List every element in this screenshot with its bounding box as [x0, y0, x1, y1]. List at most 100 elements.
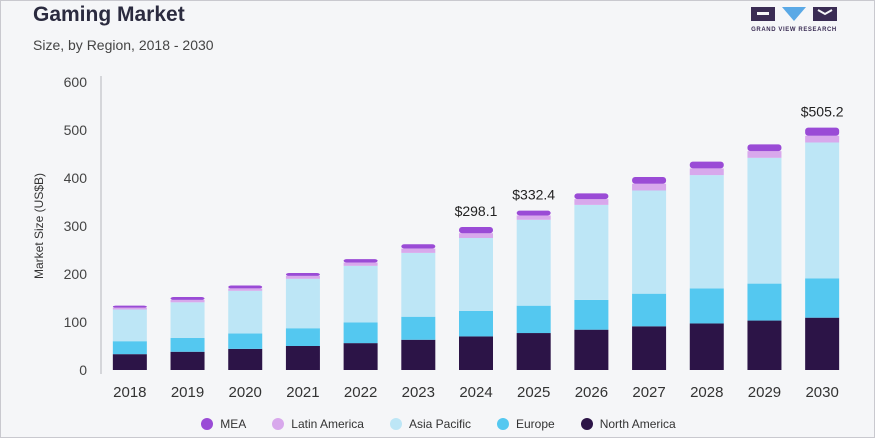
bar-segment-mea	[459, 226, 493, 234]
x-tick-label: 2022	[344, 384, 377, 401]
grand-view-research-logo: GRAND VIEW RESEARCH	[739, 5, 849, 35]
legend-item-europe: Europe	[497, 417, 555, 431]
legend-label: Latin America	[291, 417, 364, 431]
legend-swatch	[272, 418, 285, 430]
bar-segment-latin-america	[343, 262, 378, 266]
bar-segment-mea	[343, 259, 378, 263]
bar-segment-north-america	[401, 339, 436, 370]
x-tick-label: 2025	[517, 384, 550, 401]
y-tick-label: 300	[64, 218, 88, 234]
bar-segment-north-america	[228, 348, 263, 370]
bars	[112, 127, 840, 370]
bar-segment-asia-pacific	[689, 175, 724, 289]
bar-segment-europe	[343, 322, 378, 344]
bar-segment-latin-america	[112, 307, 147, 310]
bar-segment-north-america	[632, 326, 667, 370]
bar-segment-north-america	[574, 329, 609, 370]
bar-segment-mea	[574, 193, 609, 200]
x-tick-label: 2028	[690, 384, 723, 401]
bar-segment-asia-pacific	[112, 309, 147, 342]
y-tick-label: 500	[64, 122, 88, 138]
x-tick-label: 2026	[575, 384, 608, 401]
bar-segment-mea	[228, 285, 263, 289]
legend-swatch	[497, 418, 509, 430]
legend-label: MEA	[220, 417, 247, 431]
bar-segment-asia-pacific	[170, 302, 205, 338]
y-tick-label: 0	[79, 362, 87, 378]
total-annotation: $298.1	[455, 203, 498, 219]
bar-segment-europe	[805, 278, 840, 318]
bar-segment-mea	[747, 144, 782, 152]
bar-segment-asia-pacific	[343, 265, 378, 323]
bar-segment-mea	[516, 210, 551, 216]
bar-segment-latin-america	[228, 288, 263, 291]
x-tick-label: 2024	[459, 384, 492, 401]
bar-segment-north-america	[689, 323, 724, 370]
chart-legend: MEA Latin America Asia Pacific Europe North …	[1, 417, 875, 431]
bar-segment-mea	[285, 273, 320, 276]
bar-segment-europe	[401, 316, 436, 340]
labels: 2018 2019 2020 2021 2022 2023 2024 2025 2026 2027…	[113, 104, 844, 401]
x-tick-label: 2030	[805, 384, 838, 401]
axes: 0 100 200 300 400 500 600 Market Size (US$B)	[32, 74, 102, 378]
logo-text: GRAND VIEW RESEARCH	[751, 27, 837, 33]
legend-item-north-america: North America	[580, 417, 676, 431]
bar-segment-latin-america	[459, 233, 493, 238]
bar-segment-europe	[228, 333, 263, 349]
bar-segment-asia-pacific	[805, 142, 840, 279]
bar-segment-europe	[459, 310, 493, 337]
legend-label: North America	[599, 417, 676, 431]
bar-segment-europe	[112, 341, 147, 355]
y-tick-label: 200	[64, 266, 88, 282]
x-tick-label: 2019	[171, 384, 204, 401]
bar-segment-north-america	[170, 351, 205, 370]
bar-segment-asia-pacific	[574, 204, 609, 300]
x-tick-label: 2020	[229, 384, 262, 401]
bar-segment-latin-america	[747, 151, 782, 158]
legend-label: Europe	[516, 417, 555, 431]
bar-segment-europe	[170, 337, 205, 352]
bar-segment-europe	[689, 288, 724, 324]
legend-swatch	[389, 418, 402, 430]
chart-title: Gaming Market	[33, 3, 185, 26]
legend-swatch	[580, 418, 593, 430]
legend-item-asia-pacific: Asia Pacific	[389, 417, 471, 431]
stacked-bar-chart: 0 100 200 300 400 500 600 Market Size (US$B) 20…	[32, 74, 844, 401]
bar-segment-asia-pacific	[459, 238, 493, 311]
bar-segment-north-america	[747, 320, 782, 370]
bar-segment-latin-america	[574, 199, 609, 205]
x-tick-label: 2021	[286, 384, 319, 401]
bar-segment-asia-pacific	[285, 278, 320, 329]
bar-segment-latin-america	[170, 299, 205, 303]
bar-segment-asia-pacific	[632, 190, 667, 294]
total-annotation: $505.2	[801, 104, 844, 120]
bar-segment-north-america	[805, 317, 840, 370]
x-tick-label: 2027	[632, 384, 665, 401]
bar-segment-europe	[285, 328, 320, 346]
y-axis-label: Market Size (US$B)	[32, 173, 46, 279]
total-annotation: $332.4	[512, 187, 555, 203]
x-tick-label: 2023	[402, 384, 435, 401]
x-tick-label: 2018	[113, 384, 146, 401]
bar-segment-mea	[112, 305, 147, 308]
bar-segment-asia-pacific	[747, 157, 782, 284]
bar-segment-mea	[689, 161, 724, 169]
bar-segment-latin-america	[632, 183, 667, 191]
y-tick-label: 400	[64, 170, 88, 186]
bar-segment-latin-america	[285, 275, 320, 279]
legend-item-latin-america: Latin America	[272, 417, 364, 431]
bar-segment-north-america	[285, 346, 320, 370]
bar-segment-asia-pacific	[516, 219, 551, 306]
bar-segment-latin-america	[401, 248, 436, 253]
legend-item-mea: MEA	[201, 417, 246, 431]
bar-segment-mea	[632, 177, 667, 184]
bar-segment-europe	[632, 293, 667, 327]
bar-segment-north-america	[516, 333, 551, 370]
bar-segment-latin-america	[516, 215, 551, 220]
bar-segment-mea	[170, 297, 205, 300]
bar-segment-europe	[516, 305, 551, 334]
bar-segment-asia-pacific	[228, 290, 263, 334]
legend-swatch	[201, 418, 214, 430]
x-tick-label: 2029	[748, 384, 781, 401]
